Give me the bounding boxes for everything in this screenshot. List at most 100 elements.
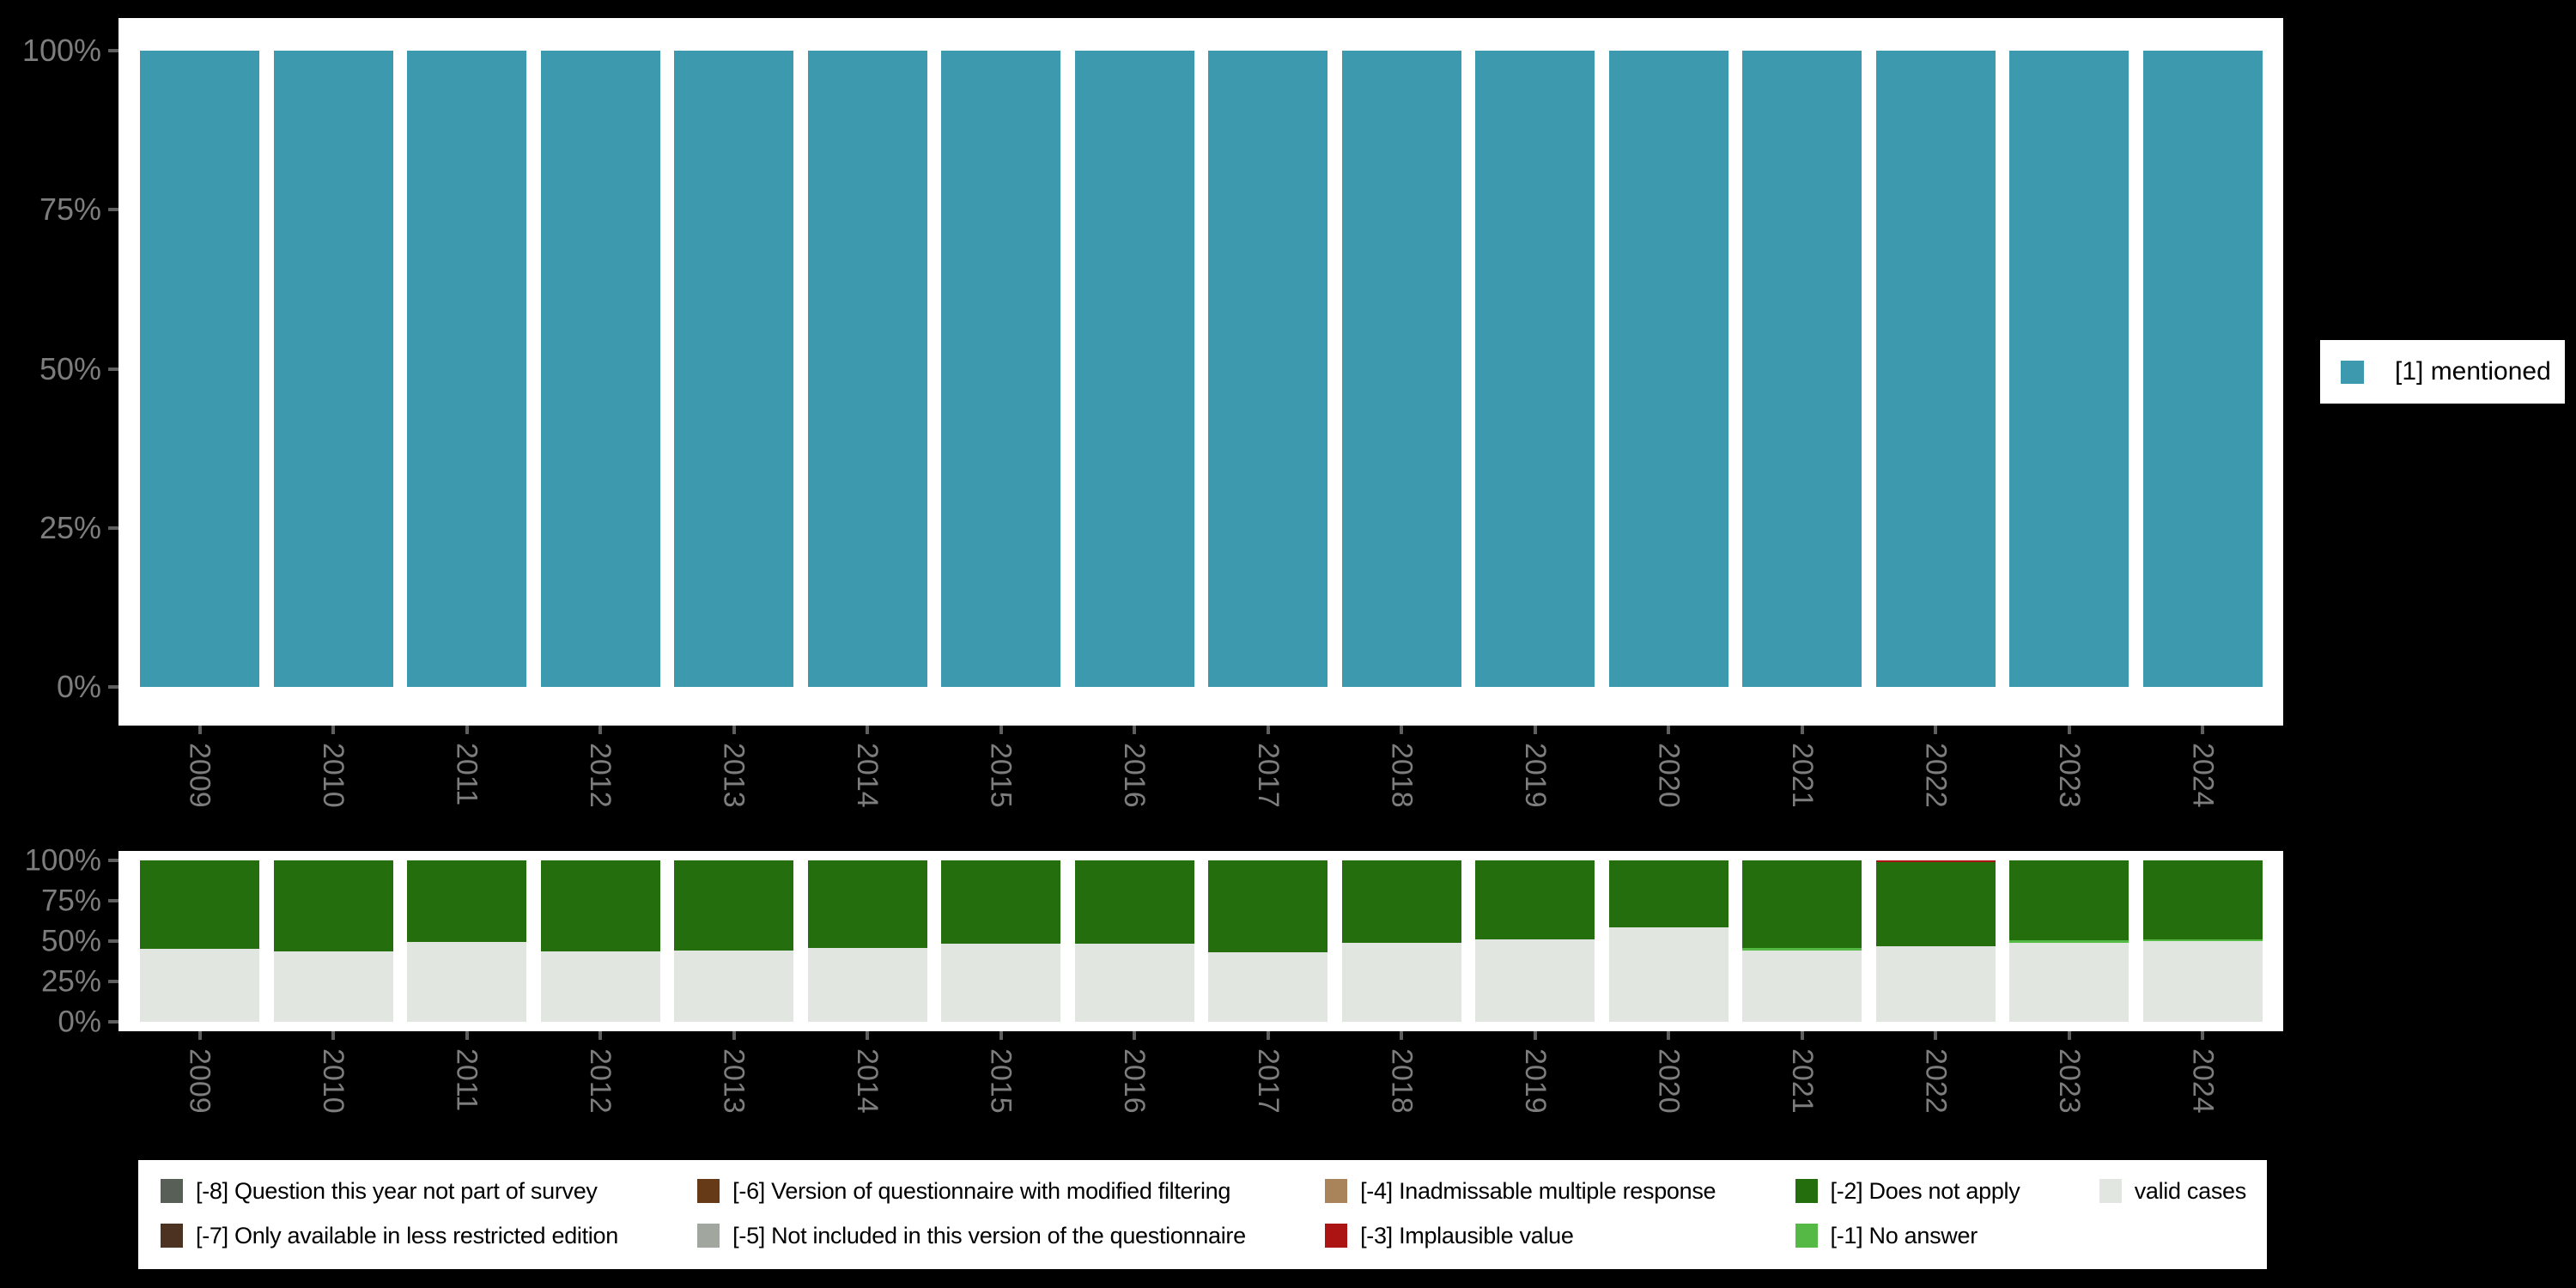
bar-2023 [2009, 51, 2129, 687]
bar-segment [1074, 860, 1194, 944]
bar-2020 [1608, 860, 1728, 1022]
bar-segment [1475, 939, 1595, 1022]
bar-segment [1875, 860, 1996, 862]
bar-segment [1341, 51, 1461, 687]
x-tick: 2014 [808, 1031, 927, 1114]
x-tick-mark [2067, 726, 2071, 734]
x-tick-mark [465, 726, 469, 734]
bar-2017 [1208, 51, 1328, 687]
legend-label: [-3] Implausible value [1360, 1222, 1574, 1249]
y-tick-label: 75% [39, 191, 101, 228]
x-tick: 2024 [2143, 1031, 2263, 1114]
x-tick-mark [1934, 726, 1938, 734]
x-tick-label: 2018 [1385, 1048, 1419, 1114]
legend-entry: [-3] Implausible value [1325, 1214, 1574, 1257]
bar-segment [1208, 952, 1328, 1022]
legend-column: [-6] Version of questionnaire with modif… [697, 1170, 1246, 1269]
legend-swatch [697, 1224, 720, 1248]
x-tick: 2009 [140, 1031, 259, 1114]
bar-segment [807, 860, 927, 948]
bar-segment [1341, 860, 1461, 943]
x-tick-mark [1266, 726, 1270, 734]
x-tick-label: 2018 [1385, 743, 1419, 808]
bar-2024 [2142, 51, 2263, 687]
legend-column: valid cases [2099, 1170, 2246, 1269]
bar-2021 [1742, 51, 1862, 687]
bar-segment [1875, 945, 1996, 1022]
x-tick-label: 2013 [717, 743, 750, 808]
x-tick-label: 2012 [584, 743, 617, 808]
x-tick-label: 2011 [450, 1048, 483, 1112]
bar-segment [1875, 861, 1996, 946]
x-tick: 2018 [1342, 1031, 1461, 1114]
bar-2012 [540, 860, 660, 1022]
legend-label: [-1] No answer [1830, 1222, 1978, 1249]
bar-segment [1608, 51, 1728, 687]
x-tick-label: 2013 [717, 1048, 750, 1114]
y-tick-mark [108, 859, 118, 862]
bar-2012 [540, 51, 660, 687]
bar-segment [540, 51, 660, 687]
x-tick-mark [1400, 1031, 1404, 1040]
bar-2016 [1074, 51, 1194, 687]
x-tick-label: 2014 [851, 1048, 884, 1114]
x-tick: 2013 [674, 1031, 793, 1114]
x-tick: 2021 [1742, 1031, 1862, 1114]
missings-chart-y-axis: 0% 25% 50% 75% 100% [0, 846, 118, 1037]
bar-segment [273, 51, 393, 687]
bar-2011 [407, 51, 527, 687]
bar-2010 [273, 51, 393, 687]
legend-label: [-6] Version of questionnaire with modif… [732, 1177, 1231, 1204]
legend-swatch [1795, 1224, 1818, 1248]
legend-entry: [-4] Inadmissable multiple response [1325, 1170, 1716, 1212]
bar-segment [407, 860, 527, 942]
legend-swatch [1795, 1179, 1818, 1203]
x-tick: 2021 [1742, 726, 1862, 808]
bar-segment [1608, 860, 1728, 928]
x-tick-label: 2016 [1118, 743, 1151, 808]
bar-2016 [1074, 860, 1194, 1022]
legend-label: [-7] Only available in less restricted e… [196, 1222, 618, 1249]
bar-2022 [1875, 860, 1996, 1022]
bar-2013 [674, 860, 794, 1022]
x-tick: 2011 [407, 726, 526, 808]
bar-2021 [1742, 860, 1862, 1022]
x-tick-label: 2019 [1518, 743, 1552, 808]
x-tick-label: 2024 [2186, 1048, 2220, 1114]
y-tick-mark [108, 49, 118, 52]
x-tick-mark [1133, 726, 1137, 734]
y-tick-mark [108, 208, 118, 212]
x-tick-label: 2016 [1118, 1048, 1151, 1114]
x-tick-label: 2015 [984, 743, 1018, 808]
bar-segment [2142, 860, 2263, 940]
x-tick-mark [331, 726, 336, 734]
y-tick-label: 0% [58, 1005, 101, 1039]
bar-segment [2009, 942, 2129, 1022]
x-tick-mark [197, 1031, 202, 1040]
legend-column: [-8] Question this year not part of surv… [161, 1170, 618, 1269]
bar-segment [140, 860, 259, 950]
x-tick-mark [1533, 726, 1537, 734]
legend-entry: [-7] Only available in less restricted e… [161, 1214, 618, 1257]
bar-segment [1208, 860, 1328, 953]
y-tick-mark [108, 939, 118, 943]
bar-2017 [1208, 860, 1328, 1022]
bar-segment [2142, 941, 2263, 1022]
x-tick: 2011 [407, 1031, 526, 1114]
bar-2009 [140, 860, 259, 1022]
legend-mentioned: [1] mentioned [2320, 340, 2565, 404]
x-tick: 2020 [1609, 1031, 1728, 1114]
x-tick-label: 2011 [450, 743, 483, 806]
x-tick-mark [1533, 1031, 1537, 1040]
y-tick-mark [108, 980, 118, 983]
legend-label: [-2] Does not apply [1830, 1177, 2020, 1204]
x-tick-mark [1667, 726, 1671, 734]
x-tick-mark [598, 726, 603, 734]
legend-label: valid cases [2134, 1177, 2247, 1204]
x-tick-label: 2019 [1518, 1048, 1552, 1114]
bar-segment [2009, 860, 2129, 941]
y-tick-label: 50% [40, 924, 101, 958]
legend-swatch [161, 1224, 183, 1248]
bar-2011 [407, 860, 527, 1022]
